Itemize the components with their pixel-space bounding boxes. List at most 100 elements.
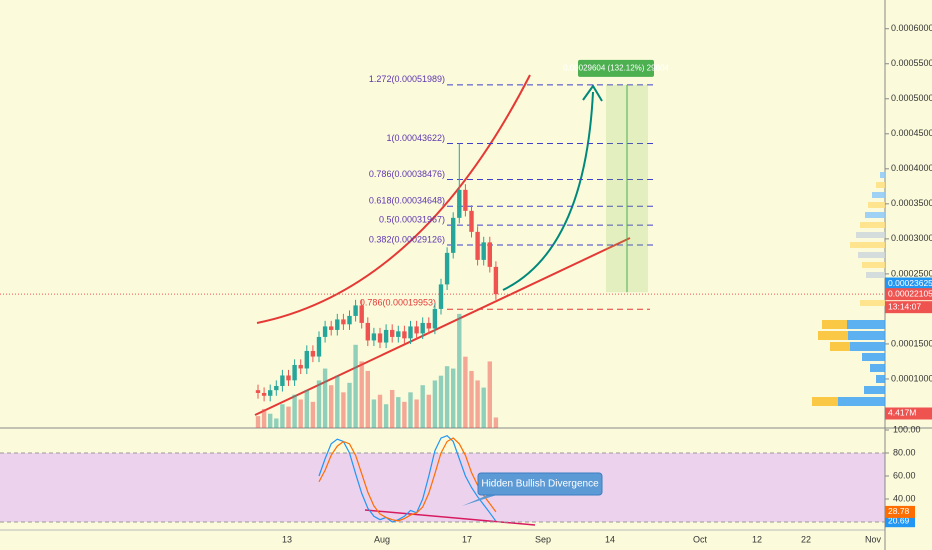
osc-tag-bg <box>885 505 915 518</box>
arrow-head <box>582 84 603 102</box>
x-tick-label: Aug <box>374 534 390 544</box>
last-price-tag: 0.00022105 <box>888 288 932 298</box>
y-tick-label: 40.00 <box>893 493 916 503</box>
candle-body <box>353 305 358 316</box>
osc-tag: 20.69 <box>888 515 910 525</box>
osc-tag: 28.78 <box>888 506 910 516</box>
candle-body <box>335 319 340 330</box>
candle-body <box>463 189 468 211</box>
candle-body <box>292 364 297 381</box>
volume-bar <box>420 385 425 428</box>
callout-text: Hidden Bullish Divergence <box>481 479 599 490</box>
candle-body <box>377 333 383 343</box>
volume-bar <box>298 399 303 428</box>
candle-body <box>432 308 438 329</box>
volume-tag-bg <box>885 407 932 420</box>
volume-bar <box>371 399 377 428</box>
x-tick-label: Sep <box>535 534 551 544</box>
measure-label: 0.00029604 (132.12%) 29604 <box>563 63 669 72</box>
candle-body <box>322 326 328 337</box>
volume-bar <box>341 392 346 428</box>
volume-bar <box>396 397 401 428</box>
volume-bar <box>426 394 431 428</box>
volume-bar <box>408 392 413 428</box>
volume-bar <box>469 370 474 428</box>
chart-elements: 0.000100000.000150000.000200000.00025000… <box>0 23 932 544</box>
fib-label: 0.382(0.00029126) <box>369 234 445 244</box>
volume-bar <box>274 418 279 428</box>
volume-bar <box>365 370 370 428</box>
candle-body <box>444 252 450 285</box>
countdown-tag: 13:14:07 <box>888 301 921 311</box>
volume-bar <box>383 404 389 428</box>
volume-bar <box>487 361 492 428</box>
x-tick-label: 12 <box>752 534 762 544</box>
candle-body <box>329 326 334 330</box>
fib-label: 0.786(0.00038476) <box>369 169 445 179</box>
volume-bar <box>329 385 334 428</box>
ma-tag-bg <box>885 277 932 290</box>
candle-body <box>438 284 444 309</box>
x-tick-label: 22 <box>801 534 811 544</box>
fib-label: 0.618(0.00034648) <box>369 196 445 206</box>
candle-body <box>481 242 486 260</box>
volume-bar <box>463 356 468 428</box>
y-tick-label: 0.00060000 <box>891 23 932 33</box>
candle-body <box>341 319 346 325</box>
volume-bar <box>268 413 273 428</box>
candle-body <box>390 329 395 337</box>
volume-bar <box>432 380 438 428</box>
volume-bar <box>316 380 322 428</box>
volume-bar <box>310 401 316 428</box>
candle-body <box>298 364 303 369</box>
projection-arrow <box>502 91 594 291</box>
candle-body <box>414 326 419 334</box>
fib-label: 1(0.00043622) <box>386 133 445 143</box>
volume-bar <box>390 389 395 428</box>
candle-body <box>475 231 480 260</box>
candle-body <box>304 350 309 369</box>
candle-body <box>451 217 456 253</box>
volume-bar <box>475 380 480 428</box>
volume-bar <box>261 408 267 428</box>
volume-bar <box>444 366 450 428</box>
candle-body <box>268 390 273 396</box>
candle-body <box>255 390 261 393</box>
osc-line <box>318 437 497 522</box>
volume-bar <box>481 387 486 428</box>
candle-body <box>280 375 285 386</box>
candle-body <box>274 385 279 391</box>
candle-body <box>469 210 474 232</box>
measure-tag <box>578 59 654 77</box>
countdown-tag-bg <box>885 301 932 314</box>
volume-bar <box>322 368 328 428</box>
volume-bar <box>335 375 340 428</box>
osc-band <box>0 453 885 522</box>
osc-line <box>318 435 497 523</box>
candle-body <box>359 305 364 323</box>
x-tick-label: 13 <box>282 534 292 544</box>
support-label: 0.786(0.00019953) <box>360 298 436 308</box>
candle-body <box>261 392 267 396</box>
candle-body <box>347 315 352 325</box>
candle-body <box>383 329 389 343</box>
volume-bar <box>414 399 419 428</box>
volume-bar <box>347 382 352 428</box>
fib-label: 0.5(0.00031967) <box>379 214 445 224</box>
volume-bar <box>457 313 462 428</box>
fib-label: 1.272(0.00051989) <box>369 74 445 84</box>
candle-body <box>487 242 492 267</box>
candle-body <box>420 322 425 334</box>
candle-body <box>493 266 499 295</box>
volume-bar <box>493 417 499 428</box>
candle-body <box>396 331 401 337</box>
ma-tag: 0.00023625 <box>888 278 932 288</box>
volume-bar <box>359 361 364 428</box>
